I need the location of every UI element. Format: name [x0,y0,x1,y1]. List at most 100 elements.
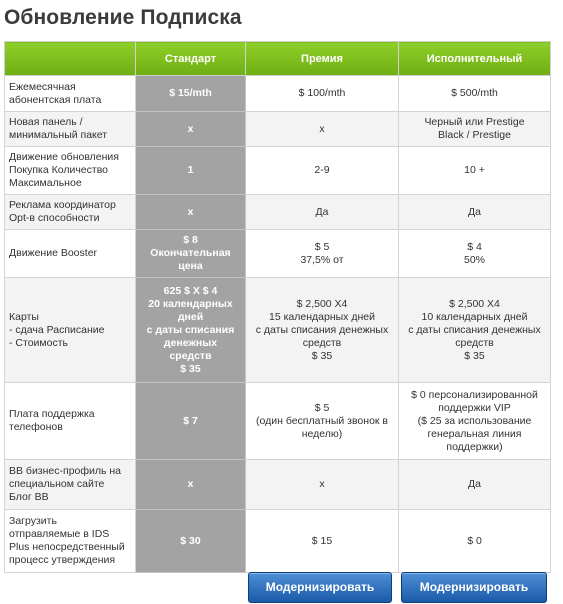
cell-line: Покупка Количество [9,164,109,176]
cell-line: $ 500/mth [451,87,498,99]
cell-line: поддержки) [446,440,503,453]
cell-line: ($ 25 за использование [417,414,532,427]
cell-line: 1 [187,164,194,176]
standard-cell: $ 15/mth [135,75,246,112]
executive-cell: $ 0 персонализированной поддержки VIP ($ 2… [398,382,551,460]
cell-line: Движение обновления [9,151,119,163]
cell-line: с даты списания денежных [255,323,389,336]
cell-line: денежных [163,336,218,349]
cell-line: отправляемые в IDS [9,528,110,540]
cell-line: с даты списания денежных [408,323,541,336]
cell-line: $ 2,500 X4 [449,297,500,310]
feature-cell: Реклама координатор Opt-в способности [4,194,136,230]
cell-line: Plus непосредственный [9,541,125,553]
cell-line: 37,5% от [300,253,344,266]
cell-line: x [187,478,194,490]
header-standard: Стандарт [135,41,246,76]
cell-line: $ 5 [314,240,330,253]
feature-cell: Загрузить отправляемые в IDS Plus непосред… [4,509,136,573]
executive-cell: Да [398,194,551,230]
table-header-row: Стандарт Премия Исполнительный [4,41,551,76]
cell-line: Плата поддержка [9,408,95,420]
cell-line: x [187,205,194,218]
cell-line: Максимальное [9,177,82,189]
premium-cell: $ 15 [245,509,399,573]
cell-line: цена [178,260,203,272]
executive-cell: $ 0 [398,509,551,573]
premium-cell: x [245,111,399,147]
cell-line: Загрузить [9,515,57,527]
feature-cell: Движение Booster [4,229,136,278]
cell-line: $ 2,500 X4 [296,297,348,310]
cell-line: телефонов [9,421,63,433]
cell-line: минимальный пакет [9,129,108,141]
cell-line: Карты [9,310,39,323]
table-row: Ежемесячная абонентская плата $ 15/mth $ 10… [4,75,551,112]
cell-line: генеральная линия [427,427,522,440]
cell-line: 2-9 [314,164,330,176]
standard-cell: 625 $ X $ 4 20 календарных дней с даты спис… [135,277,246,383]
executive-cell: Да [398,459,551,510]
premium-cell: x [245,459,399,510]
cell-line: Black / Prestige [438,129,511,141]
premium-cell: $ 100/mth [245,75,399,112]
cell-line: процесс утверждения [9,554,116,566]
cell-line: Ежемесячная [9,80,76,93]
cell-line: абонентская плата [9,93,102,106]
cell-line: 50% [463,253,485,266]
standard-cell: x [135,459,246,510]
feature-cell: Плата поддержка телефонов [4,382,136,460]
table-row: Новая панель / минимальный пакет x x Черный … [4,111,551,147]
standard-cell: $ 8 Окончательная цена [135,229,246,278]
cell-line: средств [169,349,212,362]
feature-cell: Ежемесячная абонентская плата [4,75,136,112]
subscription-comparison-table: Стандарт Премия Исполнительный Ежемесячн… [4,41,551,573]
cell-line: Да [468,205,481,218]
feature-cell: Движение обновления Покупка Количество Мак… [4,146,136,195]
standard-cell: $ 7 [135,382,246,460]
cell-line: Да [468,478,481,490]
premium-upgrade-button[interactable]: Модернизировать [248,572,392,603]
table-row: Движение обновления Покупка Количество Мак… [4,146,551,195]
feature-cell: Карты - сдача Расписание - Стоимость [4,277,136,383]
premium-cell: $ 5 37,5% от [245,229,399,278]
cell-line: x [187,122,194,135]
cell-line: 10 календарных дней [421,310,528,323]
cell-line: $ 5 [314,401,330,414]
feature-cell: Новая панель / минимальный пакет [4,111,136,147]
cell-line: средств [455,336,494,349]
cell-line: поддержки VIP [438,401,511,414]
cell-line: Новая панель / [9,116,83,128]
standard-cell: 1 [135,146,246,195]
cell-line: 10 + [464,164,485,176]
cell-line: $ 35 [464,349,485,362]
cell-line: $ 8 [183,234,198,246]
standard-cell: $ 30 [135,509,246,573]
cell-line: - Стоимость [9,336,68,349]
cell-line: Блог BB [9,491,49,503]
executive-cell: $ 4 50% [398,229,551,278]
premium-cell: $ 5 (один бесплатный звонок в неделю) [245,382,399,460]
premium-cell: $ 2,500 X4 15 календарных дней с даты спис… [245,277,399,383]
header-executive: Исполнительный [398,41,551,76]
cell-line: дней [177,310,204,323]
cell-line: Opt-в способности [9,212,100,224]
cell-line: 15 календарных дней [269,310,375,323]
cell-line: $ 0 [467,534,482,547]
executive-cell: 10 + [398,146,551,195]
cell-line: $ 100/mth [298,87,346,99]
table-row: Карты - сдача Расписание - Стоимость 625 $ … [4,277,551,383]
cell-line: Черный или Prestige [424,116,525,128]
table-row: BB бизнес-профиль на специальном сайте Бло… [4,459,551,510]
cell-line: x [319,122,325,135]
header-premium: Премия [245,41,399,76]
cell-line: x [319,478,325,490]
executive-upgrade-button[interactable]: Модернизировать [401,572,547,603]
cell-line: $ 35 [180,362,201,375]
table-row: Плата поддержка телефонов $ 7 $ 5 (один бесп… [4,382,551,460]
executive-cell: Черный или Prestige Black / Prestige [398,111,551,147]
page-title: Обновление Подписка [4,6,242,29]
cell-line: $ 15 [311,534,333,547]
cell-line: (один бесплатный звонок в [256,414,388,427]
